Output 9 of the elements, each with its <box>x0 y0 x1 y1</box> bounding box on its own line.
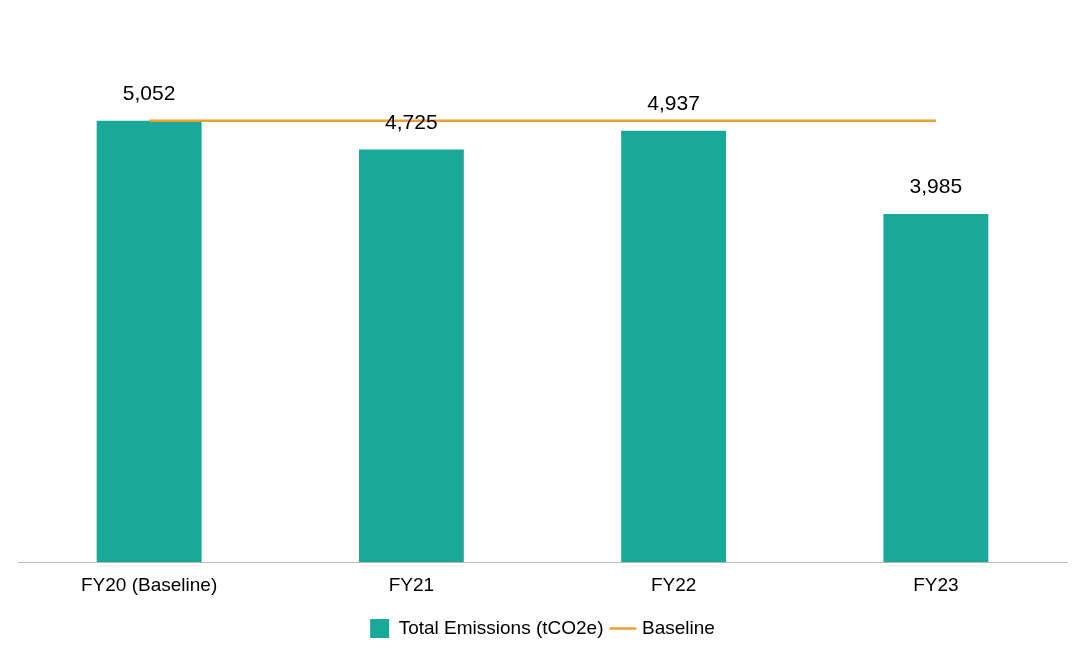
data-label: 3,985 <box>909 174 963 198</box>
legend-label: Baseline <box>641 616 715 638</box>
data-label: 4,937 <box>647 91 700 115</box>
x-tick-label: FY20 (Baseline) <box>81 573 218 595</box>
x-tick-label: FY21 <box>388 573 435 595</box>
data-label: 5,052 <box>122 81 176 105</box>
x-tick-label: FY23 <box>913 573 959 595</box>
legend-label: Total Emissions (tCO2e) <box>398 616 604 638</box>
x-tick-label: FY22 <box>650 573 697 595</box>
